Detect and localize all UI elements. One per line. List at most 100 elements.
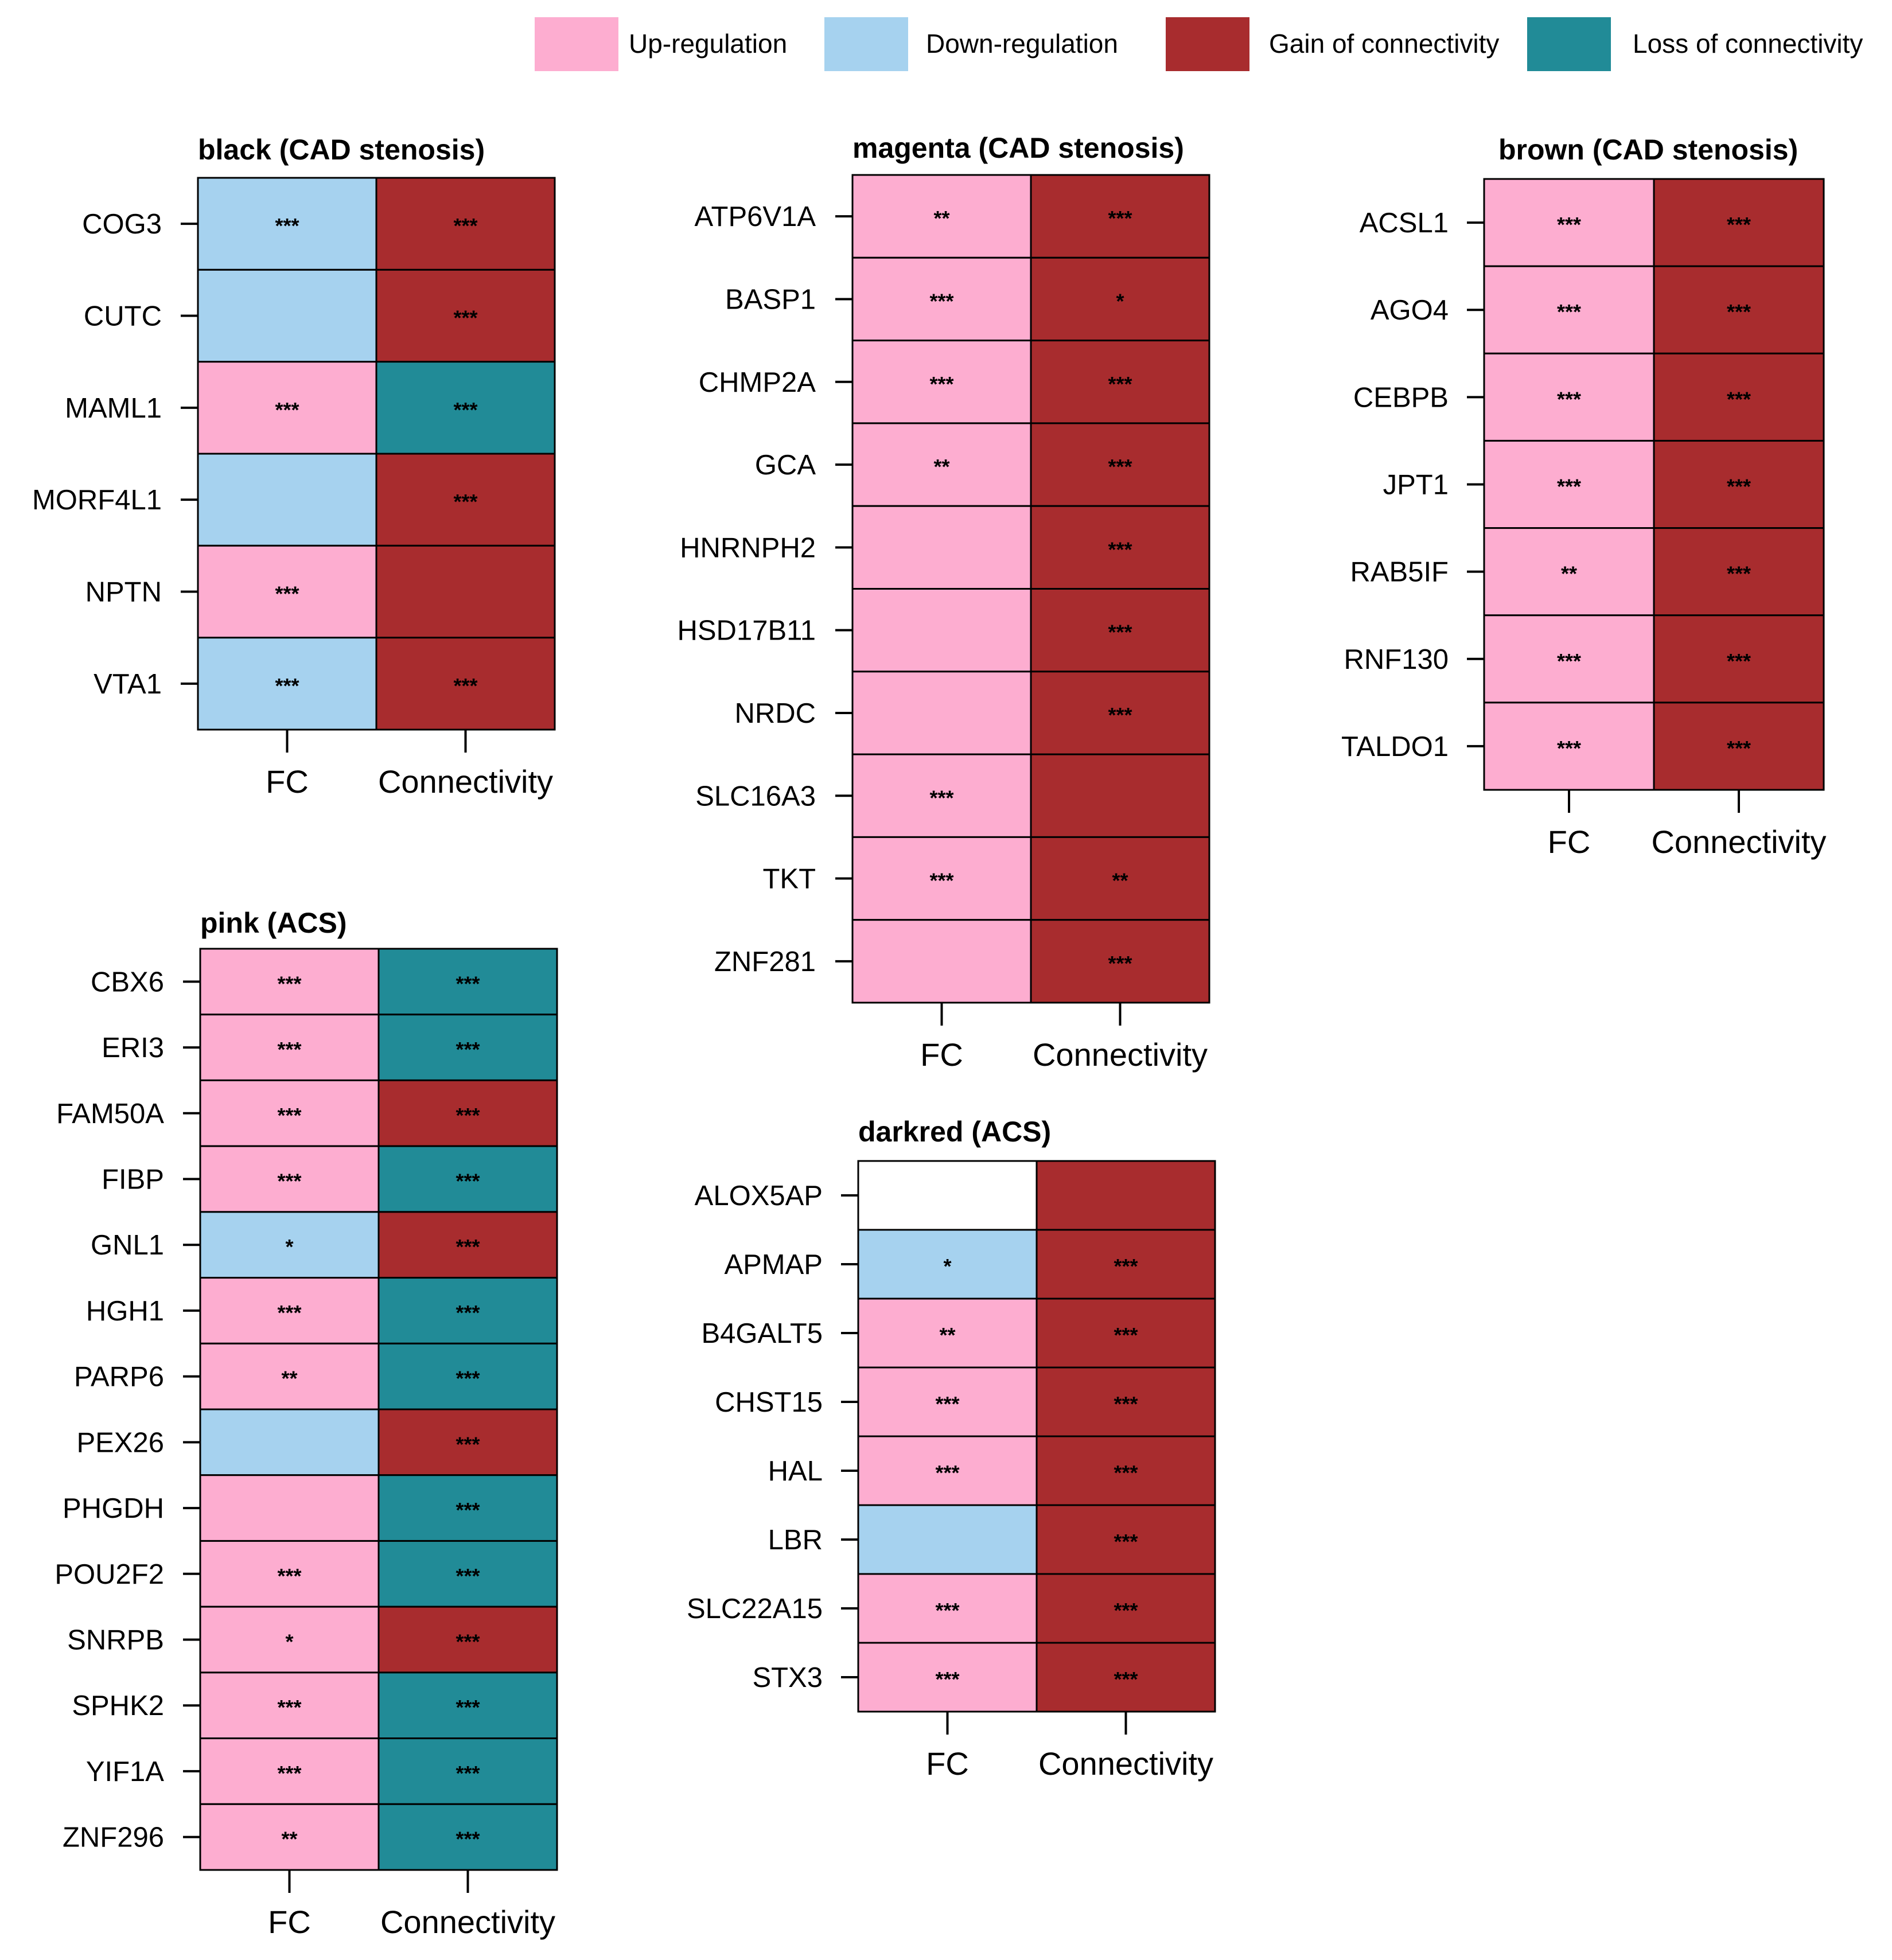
connectivity-cell-chmp2a <box>1030 340 1210 424</box>
connectivity-cell-pou2f2 <box>377 1540 558 1608</box>
gene-label-hgh1: HGH1 <box>86 1296 164 1327</box>
fc-cell-cog3 <box>197 177 377 271</box>
connectivity-cell-gca <box>1030 422 1210 507</box>
fc-significance: *** <box>935 1599 959 1622</box>
fc-significance: *** <box>275 398 299 422</box>
fc-significance: *** <box>277 1038 301 1061</box>
gene-label-cebpb: CEBPB <box>1353 382 1449 413</box>
connectivity-cell-rnf130 <box>1653 614 1825 704</box>
connectivity-significance: *** <box>1727 213 1751 236</box>
connectivity-significance: *** <box>456 1235 480 1258</box>
fc-significance: *** <box>1557 475 1581 498</box>
panel-brown: brown (CAD stenosis) *** *** ACSL1 *** *** AGO… <box>1341 134 1827 860</box>
connectivity-cell-taldo1 <box>1653 702 1825 791</box>
connectivity-cell-phgdh <box>377 1474 558 1542</box>
fc-significance: ** <box>933 206 949 230</box>
fc-cell-hsd17b11 <box>851 588 1032 673</box>
x-label-connectivity: Connectivity <box>1651 824 1826 860</box>
gene-label-nrdc: NRDC <box>734 698 816 729</box>
connectivity-significance: *** <box>456 972 480 995</box>
fc-cell-cebpb <box>1483 352 1655 442</box>
connectivity-significance: *** <box>1108 703 1132 727</box>
connectivity-cell-fibp <box>377 1145 558 1213</box>
legend-label-up: Up-regulation <box>629 29 787 59</box>
fc-cell-chmp2a <box>851 340 1032 424</box>
connectivity-significance: *** <box>1727 300 1751 324</box>
connectivity-significance: *** <box>1114 1323 1138 1347</box>
fc-cell-tkt <box>851 836 1032 921</box>
fc-significance: *** <box>277 1696 301 1719</box>
x-label-connectivity: Connectivity <box>378 763 553 800</box>
fc-significance: *** <box>929 289 953 313</box>
fc-significance: *** <box>1557 387 1581 411</box>
panel-title: darkred (ACS) <box>858 1116 1051 1148</box>
fc-significance: *** <box>275 214 299 237</box>
fc-cell-b4galt5 <box>857 1297 1038 1369</box>
legend-swatch-gain <box>1166 17 1249 71</box>
connectivity-significance: *** <box>456 1827 480 1851</box>
connectivity-cell-znf296 <box>377 1803 558 1871</box>
connectivity-significance: *** <box>456 1367 480 1390</box>
connectivity-cell-tkt <box>1030 836 1210 921</box>
connectivity-cell-cog3 <box>375 177 556 271</box>
connectivity-cell-b4galt5 <box>1035 1297 1216 1369</box>
connectivity-cell-hnrnph2 <box>1030 505 1210 590</box>
gene-label-chmp2a: CHMP2A <box>699 367 816 398</box>
connectivity-significance: *** <box>1114 1392 1138 1416</box>
connectivity-significance: *** <box>1108 455 1132 478</box>
gene-label-acsl1: ACSL1 <box>1360 208 1449 239</box>
connectivity-cell-znf281 <box>1030 919 1210 1004</box>
fc-cell-cutc <box>197 268 377 363</box>
fc-significance: *** <box>277 1564 301 1588</box>
gene-label-parp6: PARP6 <box>74 1362 164 1393</box>
gene-label-atp6v1a: ATP6V1A <box>694 201 816 232</box>
gene-label-chst15: CHST15 <box>715 1387 823 1418</box>
gene-label-fam50a: FAM50A <box>56 1098 164 1129</box>
gene-label-rnf130: RNF130 <box>1344 644 1449 675</box>
fc-significance: ** <box>939 1323 955 1347</box>
fc-significance: *** <box>275 674 299 698</box>
gene-label-apmap: APMAP <box>724 1249 823 1280</box>
connectivity-significance: *** <box>1108 952 1132 975</box>
gene-label-fibp: FIBP <box>102 1164 164 1195</box>
connectivity-significance: *** <box>453 306 477 330</box>
connectivity-cell-maml1 <box>375 361 556 455</box>
gene-label-hnrnph2: HNRNPH2 <box>680 532 816 563</box>
heatmap-panels: black (CAD stenosis)*** ***COG3***CUTC***… <box>32 132 1827 1940</box>
gene-label-pou2f2: POU2F2 <box>54 1559 164 1590</box>
legend: Up-regulation Down-regulation Gain of conn… <box>535 17 1863 71</box>
connectivity-cell-fam50a <box>377 1079 558 1147</box>
gene-label-slc16a3: SLC16A3 <box>695 781 816 812</box>
fc-cell-acsl1 <box>1483 178 1655 267</box>
legend-label-loss: Loss of connectivity <box>1633 29 1863 59</box>
connectivity-cell-vta1 <box>375 637 556 731</box>
gene-label-alox5ap: ALOX5AP <box>695 1180 823 1211</box>
connectivity-cell-alox5ap <box>1035 1160 1216 1231</box>
connectivity-significance: *** <box>453 490 477 513</box>
fc-cell-eri3 <box>199 1014 380 1081</box>
fc-significance: *** <box>1557 213 1581 236</box>
connectivity-significance: *** <box>1114 1254 1138 1278</box>
gene-label-maml1: MAML1 <box>65 393 162 424</box>
fc-cell-hgh1 <box>199 1277 380 1345</box>
fc-cell-pou2f2 <box>199 1540 380 1608</box>
gene-label-cbx6: CBX6 <box>91 967 164 997</box>
fc-significance: *** <box>277 1170 301 1193</box>
gene-label-basp1: BASP1 <box>725 284 816 315</box>
fc-cell-rab5if <box>1483 527 1655 617</box>
fc-cell-alox5ap <box>857 1160 1038 1231</box>
gene-label-snrpb: SNRPB <box>67 1625 164 1656</box>
fc-significance: *** <box>1557 737 1581 760</box>
connectivity-significance: *** <box>456 1170 480 1193</box>
connectivity-significance: *** <box>1108 372 1132 396</box>
x-label-fc: FC <box>266 763 309 800</box>
connectivity-significance: *** <box>456 1104 480 1127</box>
connectivity-significance: *** <box>1114 1530 1138 1553</box>
gene-label-b4galt5: B4GALT5 <box>701 1318 823 1349</box>
fc-cell-taldo1 <box>1483 702 1655 791</box>
gene-label-yif1a: YIF1A <box>86 1756 164 1787</box>
connectivity-cell-nptn <box>375 544 556 639</box>
x-label-connectivity: Connectivity <box>380 1904 555 1940</box>
connectivity-significance: *** <box>456 1762 480 1785</box>
gene-label-rab5if: RAB5IF <box>1350 557 1449 588</box>
